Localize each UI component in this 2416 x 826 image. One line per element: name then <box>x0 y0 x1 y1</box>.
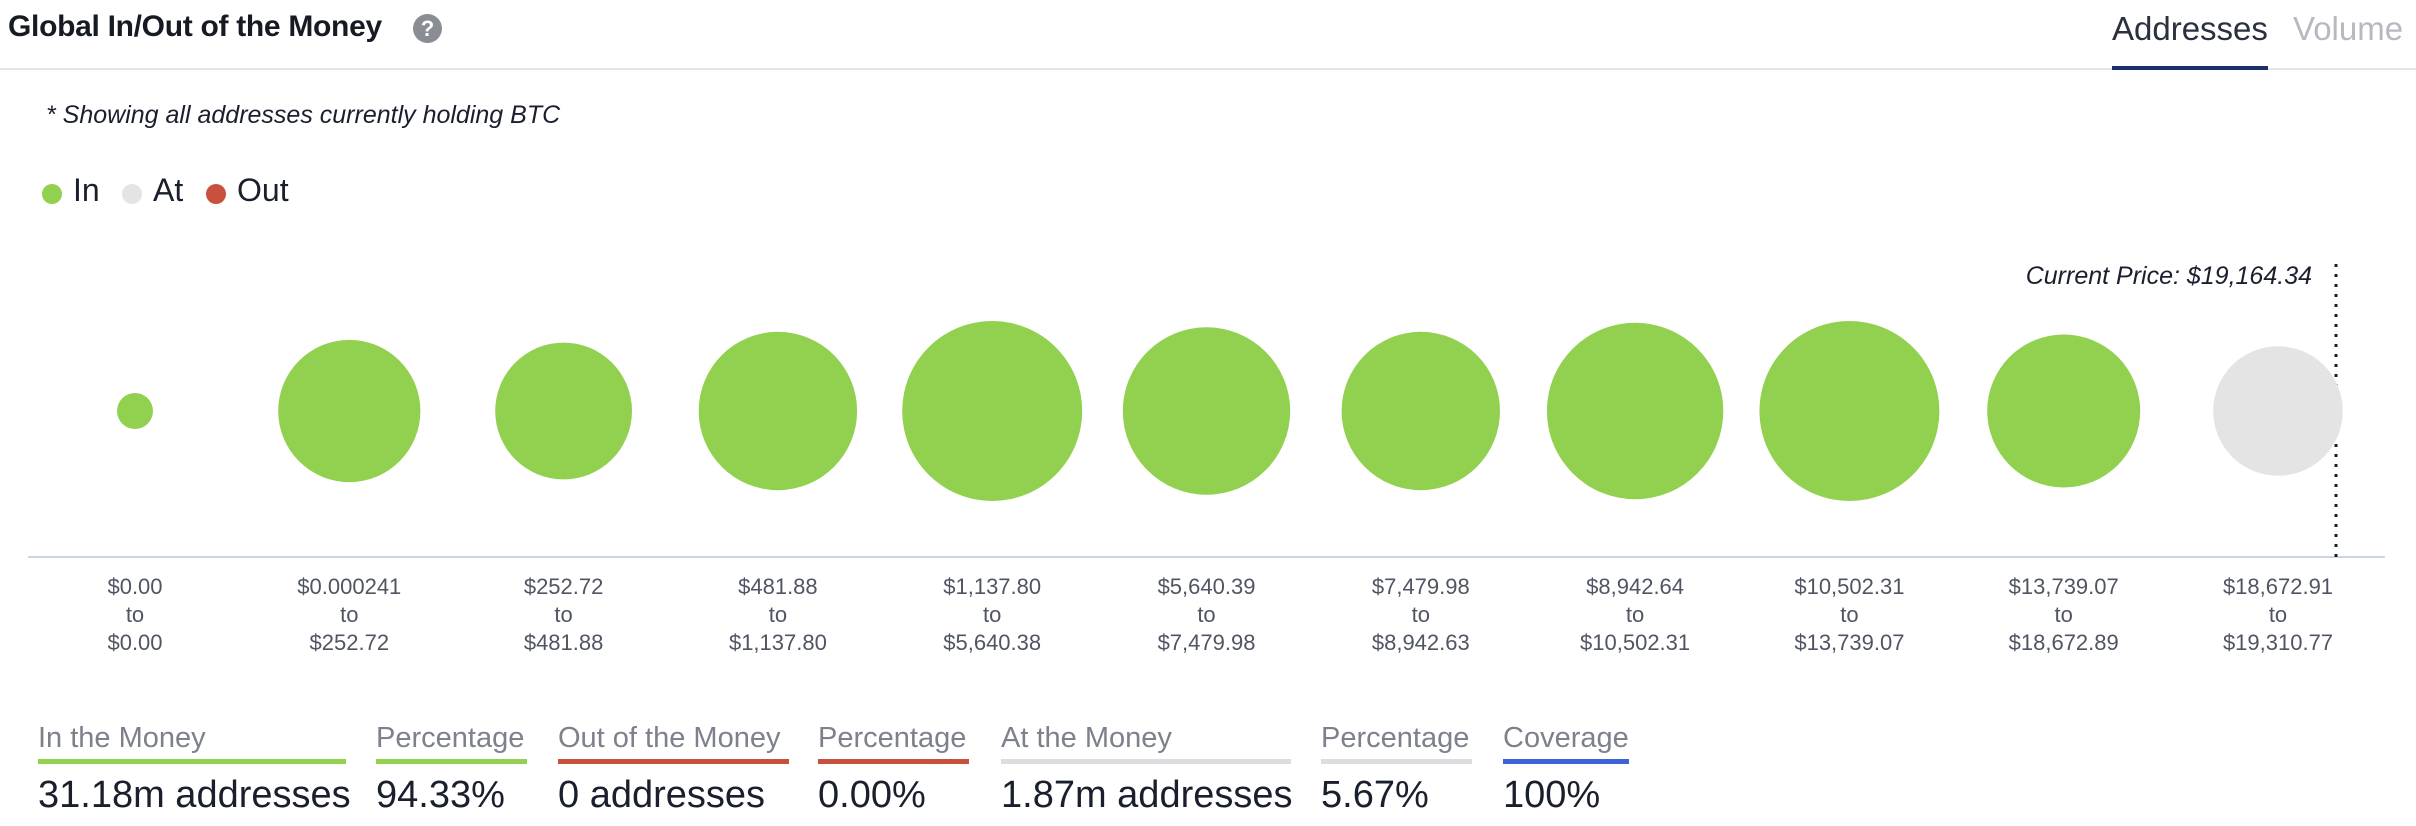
stat-value-at-percentage: 5.67% <box>1321 774 1429 816</box>
stat-at-percentage: Percentage 5.67% <box>1321 722 1472 817</box>
range-from-7: $7,479.98 <box>1372 574 1470 599</box>
range-to-6: to <box>1197 602 1215 627</box>
stat-in-the-money: In the Money 31.18m addresses <box>38 722 351 817</box>
stat-label-out-percentage: Percentage <box>818 722 969 764</box>
stat-value-out-of-the-money: 0 addresses <box>558 774 766 816</box>
range-from-9: $10,502.31 <box>1794 574 1904 599</box>
bubble-6[interactable] <box>1122 327 1291 495</box>
stat-value-coverage: 100% <box>1503 774 1601 816</box>
stat-at-the-money: At the Money 1.87m addresses <box>1001 722 1293 817</box>
bubble-10[interactable] <box>1987 334 2141 488</box>
range-upper-10: $18,672.89 <box>2009 630 2119 655</box>
range-from-5: $1,137.80 <box>943 574 1041 599</box>
range-to-10: to <box>2055 602 2073 627</box>
bubble-11[interactable] <box>2213 346 2343 476</box>
legend-label-at: At <box>153 172 184 208</box>
range-upper-6: $7,479.98 <box>1158 630 1256 655</box>
bubble-7[interactable] <box>1341 331 1501 491</box>
stat-value-out-percentage: 0.00% <box>818 774 926 816</box>
stat-out-percentage: Percentage 0.00% <box>818 722 969 817</box>
range-from-3: $252.72 <box>524 574 604 599</box>
range-upper-11: $19,310.77 <box>2223 630 2333 655</box>
tab-addresses[interactable]: Addresses <box>2112 10 2268 70</box>
range-upper-9: $13,739.07 <box>1794 630 1904 655</box>
bubble-3[interactable] <box>495 342 632 480</box>
tab-volume[interactable]: Volume <box>2293 10 2404 47</box>
bubble-chart: Current Price: $19,164.34 $0.00to$0.00$0… <box>28 262 2385 655</box>
legend-label-out: Out <box>237 172 289 208</box>
question-circle-icon[interactable]: ? <box>413 14 442 43</box>
current-price-label: Current Price: $19,164.34 <box>2026 262 2312 290</box>
range-from-10: $13,739.07 <box>2009 574 2119 599</box>
range-upper-8: $10,502.31 <box>1580 630 1690 655</box>
range-to-7: to <box>1412 602 1430 627</box>
range-from-4: $481.88 <box>738 574 818 599</box>
bubble-series <box>117 321 2343 501</box>
range-from-6: $5,640.39 <box>1158 574 1256 599</box>
bubble-8[interactable] <box>1546 322 1724 500</box>
range-to-4: to <box>769 602 787 627</box>
range-to-3: to <box>554 602 572 627</box>
range-from-2: $0.000241 <box>297 574 401 599</box>
stat-label-coverage: Coverage <box>1503 722 1629 764</box>
stat-label-in-percentage: Percentage <box>376 722 527 764</box>
stat-in-percentage: Percentage 94.33% <box>376 722 527 817</box>
range-upper-4: $1,137.80 <box>729 630 827 655</box>
stat-out-of-the-money: Out of the Money 0 addresses <box>558 722 789 817</box>
range-upper-7: $8,942.63 <box>1372 630 1470 655</box>
holding-note: * Showing all addresses currently holdin… <box>46 101 561 129</box>
range-upper-5: $5,640.38 <box>943 630 1041 655</box>
stat-label-in-the-money: In the Money <box>38 722 346 764</box>
range-to-11: to <box>2269 602 2287 627</box>
stat-label-at-the-money: At the Money <box>1001 722 1291 764</box>
range-to-9: to <box>1840 602 1858 627</box>
range-from-1: $0.00 <box>107 574 162 599</box>
bubble-1[interactable] <box>117 393 153 429</box>
stat-label-at-percentage: Percentage <box>1321 722 1472 764</box>
bubble-4[interactable] <box>698 331 858 491</box>
legend-dot-at <box>122 184 142 204</box>
stat-value-in-the-money: 31.18m addresses <box>38 774 351 816</box>
bubble-5[interactable] <box>902 321 1083 501</box>
range-to-8: to <box>1626 602 1644 627</box>
chart-header: Global In/Out of the Money ? Addresses V… <box>0 0 2416 70</box>
bubble-2[interactable] <box>278 339 421 483</box>
bubble-9[interactable] <box>1759 321 1940 501</box>
range-upper-1: $0.00 <box>107 630 162 655</box>
stat-coverage: Coverage 100% <box>1503 722 1629 817</box>
legend-label-in: In <box>73 172 100 208</box>
legend-dot-out <box>206 184 226 204</box>
range-upper-2: $252.72 <box>310 630 390 655</box>
stat-value-in-percentage: 94.33% <box>376 774 505 816</box>
range-to-2: to <box>340 602 358 627</box>
legend-dot-in <box>42 184 62 204</box>
range-upper-3: $481.88 <box>524 630 604 655</box>
stat-value-at-the-money: 1.87m addresses <box>1001 774 1293 816</box>
range-labels: $0.00 to $0.00 $0.000241 to $252.72 $252.72 to $… <box>107 574 2333 655</box>
range-from-8: $8,942.64 <box>1586 574 1684 599</box>
stat-label-out-of-the-money: Out of the Money <box>558 722 789 764</box>
range-from-11: $18,672.91 <box>2223 574 2333 599</box>
range-to-1: to <box>126 602 144 627</box>
range-to-5: to <box>983 602 1001 627</box>
page-title: Global In/Out of the Money <box>8 10 382 43</box>
